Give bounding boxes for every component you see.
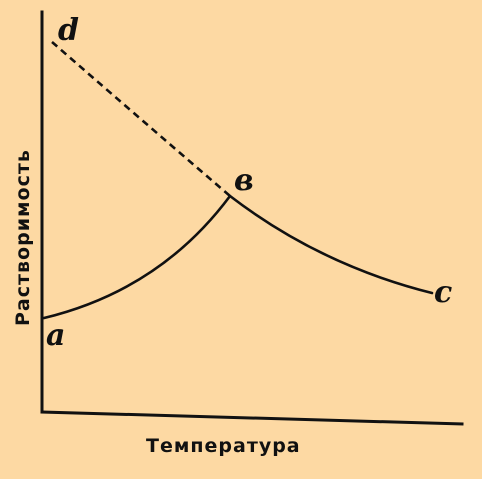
curve-a-b [42,194,232,320]
dashed-curve-d-b [51,41,231,197]
curve-b-c [228,194,434,295]
point-label-d: d [58,13,79,48]
x-axis [40,410,464,426]
point-label-a: a [46,318,65,353]
y-axis-title: Растворимость [12,149,34,326]
point-label-c: c [434,275,452,310]
point-label-b: в [234,163,254,198]
x-axis-title: Температура [146,435,301,457]
